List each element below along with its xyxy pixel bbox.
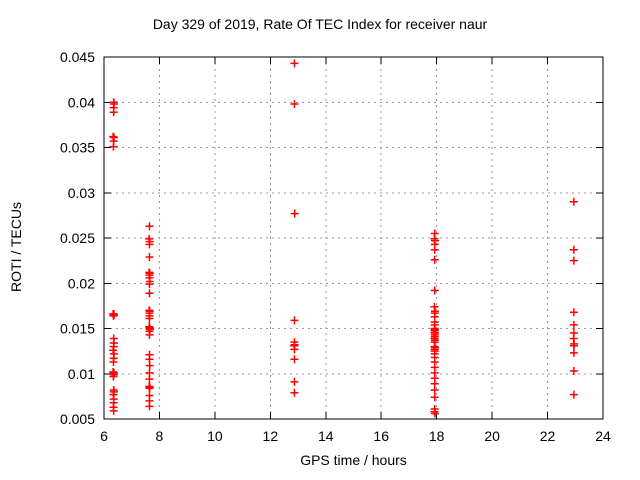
- data-point-marker: [145, 253, 154, 262]
- data-point-marker: [109, 372, 118, 381]
- plot-border: [103, 56, 604, 420]
- data-point-marker: [145, 361, 154, 370]
- data-point-marker: [569, 348, 578, 357]
- data-point-marker: [145, 402, 154, 411]
- y-tick-label: 0.035: [60, 140, 95, 156]
- data-point-marker: [290, 377, 299, 386]
- data-point-marker: [290, 355, 299, 364]
- data-point-marker: [569, 390, 578, 399]
- y-tick-label: 0.01: [68, 366, 95, 382]
- data-point-marker: [430, 386, 439, 395]
- data-point-marker: [145, 280, 154, 289]
- y-tick-label: 0.015: [60, 321, 95, 337]
- data-point-marker: [109, 108, 118, 117]
- data-point-marker: [569, 197, 578, 206]
- y-axis-label: ROTI / TECUs: [8, 202, 24, 292]
- data-point-marker: [145, 314, 154, 323]
- data-point-marker: [569, 256, 578, 265]
- data-point-marker: [430, 245, 439, 254]
- data-point-marker: [290, 388, 299, 397]
- data-point-marker: [290, 316, 299, 325]
- x-tick-label: 12: [263, 428, 279, 444]
- x-tick-label: 22: [540, 428, 556, 444]
- data-point-marker: [109, 406, 118, 415]
- x-tick-label: 20: [484, 428, 500, 444]
- data-point-marker: [430, 286, 439, 295]
- data-point-marker: [290, 59, 299, 68]
- data-point-marker: [145, 330, 154, 339]
- data-point-marker: [430, 393, 439, 402]
- x-tick-label: 8: [156, 428, 164, 444]
- x-axis-label: GPS time / hours: [300, 452, 407, 468]
- y-tick-label: 0.04: [68, 94, 95, 110]
- x-tick-label: 16: [373, 428, 389, 444]
- data-point-marker: [145, 289, 154, 298]
- x-tick-label: 18: [429, 428, 445, 444]
- y-tick-label: 0.03: [68, 185, 95, 201]
- y-tick-label: 0.005: [60, 411, 95, 427]
- data-point-marker: [290, 100, 299, 109]
- data-point-marker: [109, 142, 118, 151]
- data-point-marker: [290, 345, 299, 354]
- data-point-marker: [145, 222, 154, 231]
- y-tick-label: 0.045: [60, 49, 95, 65]
- data-point-marker: [109, 357, 118, 366]
- data-point-marker: [430, 255, 439, 264]
- data-point-marker: [109, 311, 118, 320]
- data-point-marker: [145, 375, 154, 384]
- x-tick-label: 24: [595, 428, 611, 444]
- data-point-marker: [145, 240, 154, 249]
- x-tick-label: 6: [100, 428, 108, 444]
- data-point-marker: [109, 346, 118, 355]
- data-point-marker: [145, 384, 154, 393]
- y-tick-label: 0.02: [68, 275, 95, 291]
- x-tick-label: 14: [318, 428, 334, 444]
- chart-title: Day 329 of 2019, Rate Of TEC Index for r…: [152, 16, 488, 32]
- data-point-marker: [431, 409, 440, 418]
- y-tick-label: 0.025: [60, 230, 95, 246]
- data-point-marker: [569, 320, 578, 329]
- data-point-marker: [569, 245, 578, 254]
- data-point-marker: [290, 209, 299, 218]
- data-point-marker: [569, 308, 578, 317]
- x-tick-label: 10: [207, 428, 223, 444]
- data-point-marker: [569, 341, 578, 350]
- data-point-marker: [569, 367, 578, 376]
